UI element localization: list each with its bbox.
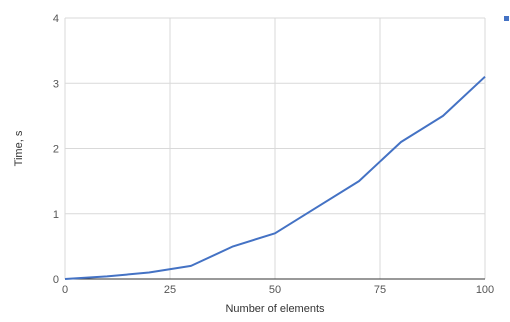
x-tick-label: 75	[374, 284, 386, 296]
y-tick-label: 0	[53, 274, 59, 286]
x-tick-label: 50	[269, 284, 281, 296]
y-tick-label: 4	[53, 13, 59, 25]
y-axis-title: Time, s	[13, 130, 25, 166]
x-tick-label: 25	[164, 284, 176, 296]
x-tick-label: 0	[62, 284, 68, 296]
x-axis-title: Number of elements	[225, 303, 325, 315]
series-layer	[64, 75, 486, 280]
y-tick-label: 2	[53, 144, 59, 156]
series-line	[64, 75, 486, 280]
legend-swatch	[504, 16, 509, 21]
x-tick-label: 100	[476, 284, 494, 296]
y-tick-labels: 0 1 2 3 4	[53, 13, 59, 286]
x-tick-labels: 0 25 50 75 100	[62, 284, 494, 296]
y-tick-label: 3	[53, 78, 59, 90]
x-gridlines	[64, 18, 486, 279]
y-tick-label: 1	[53, 209, 59, 221]
